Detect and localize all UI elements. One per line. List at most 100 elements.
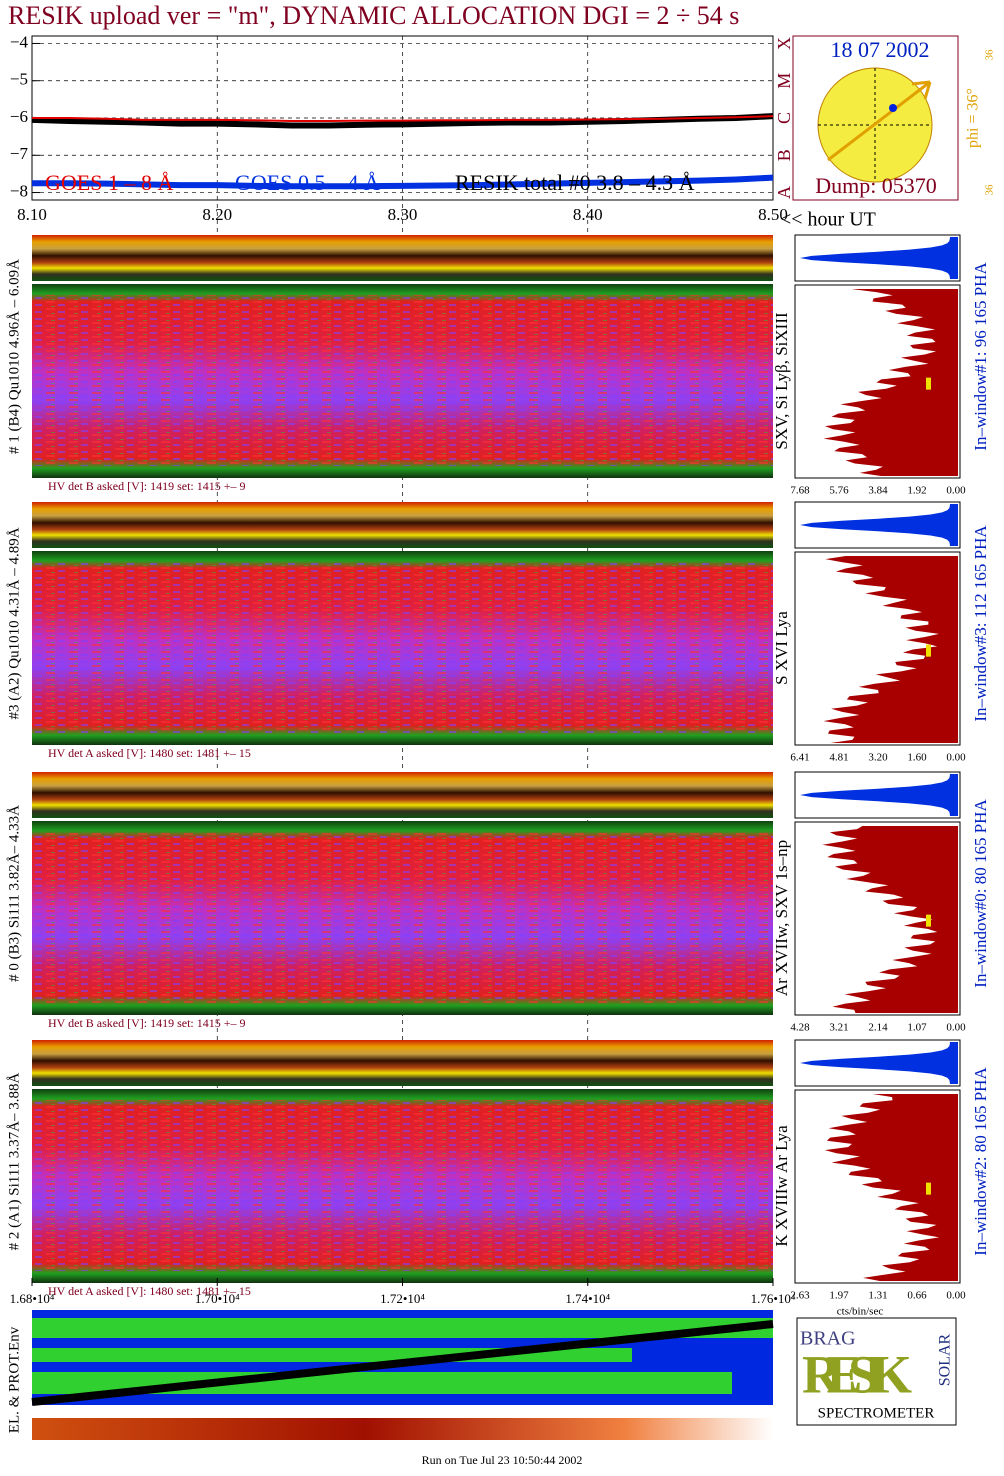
hist-tick-label: 3.20 [868,752,888,764]
window-label: In–window#1: 96 165 PHA [971,262,990,451]
hist-axis-label: cts/bin/sec [837,1306,884,1318]
pha-shape [800,504,958,546]
window-label: In–window#0: 80 165 PHA [971,799,990,988]
x-tick-label: 1.68•10⁴ [10,1291,55,1306]
legend-entry: RESIK total #0 3.8 – 4.3 Å [455,170,695,195]
hist-tick-label: 1.60 [907,752,927,764]
series-line [31,113,774,129]
hist-tick-label: 6.41 [790,752,809,764]
sun-phi-top: 36 [984,49,996,61]
class-label: A [774,186,794,199]
y-tick-label: −7 [10,144,29,163]
hist-tick-label: 7.68 [790,485,810,497]
y-tick-label: −6 [10,107,28,126]
hist-tick-label: 0.66 [907,1290,927,1302]
spectrogram-strip [32,1040,773,1086]
class-label: C [774,112,794,124]
hist-tick-label: 3.21 [829,1022,848,1034]
panel-label: # 1 (B4) Qu1010 4.96Å – 6.09Å [6,259,22,454]
panel-label: # 2 (A1) Si111 3.37Å– 3.88Å [6,1073,22,1251]
hist-tick-label: 0.00 [946,1022,966,1034]
sun-flare [889,104,897,112]
x-tick-label: 8.10 [17,205,47,224]
y-axis-label: EL. & PROT.Env [6,1326,22,1433]
colorbar [32,1418,773,1440]
line-label: S XVI Lya [772,611,791,685]
hist-tick-label: 1.97 [829,1290,849,1302]
hist-tick-label: 0.00 [946,752,966,764]
x-axis-label: << hour UT [780,209,876,231]
spectrogram-texture [32,832,773,1003]
hv-label: HV det B asked [V]: 1419 set: 1415 +– 9 [48,1016,246,1030]
hist-tick-label: 3.84 [868,485,888,497]
class-label: X [774,37,794,50]
hist-tick-label: 1.92 [907,485,926,497]
hist-tick-label: 0.00 [946,485,966,497]
sun-frame [792,35,959,201]
spectrogram-strip [32,502,773,548]
x-tick-label: 1.76•10⁴ [751,1291,796,1306]
x-tick-label: 8.50 [758,205,788,224]
footer: Run on Tue Jul 23 10:50:44 2002 [422,1453,583,1467]
x-tick-label: 1.72•10⁴ [380,1291,425,1306]
class-label: M [774,73,794,89]
hist-tick-label: 1.07 [907,1022,927,1034]
histogram [824,1094,958,1281]
hist-tick-label: 5.76 [829,485,849,497]
hist-tick-label: 2.14 [868,1022,888,1034]
env-band [32,1318,773,1338]
spectrogram-texture [32,295,773,466]
legend-entry: GOES 0.5 – 4 Å [235,170,380,195]
y-tick-label: −8 [10,181,28,200]
sun-phi-bottom: 36 [984,184,996,196]
legend-entry: GOES 1 – 8 Å [45,170,173,195]
pha-shape [800,774,958,816]
spectrogram-strip [32,235,773,281]
spectrogram-texture [32,562,773,733]
hv-label: HV det A asked [V]: 1480 set: 1481 +– 15 [48,746,251,760]
hist-tick-label: 4.81 [829,752,848,764]
sun-arrow [827,80,931,162]
hist-marker [926,377,931,390]
sun-date: 18 07 2002 [831,37,930,62]
panel-label: # 0 (B3) Si111 3.82Å– 4.33Å [6,805,22,982]
pha-shape [800,1042,958,1084]
env-band [32,1372,732,1394]
env-orbit [31,1320,774,1406]
logo-main: RESIK [802,1344,912,1404]
line-label: SXV, Si Lyβ, SiXIII [772,312,791,450]
line-label: Ar XVIIw, SXV 1s–np [772,840,791,996]
line-label: K XVIIIw Ar Lya [772,1125,791,1247]
hist-tick-label: 1.31 [868,1290,887,1302]
hist-tick-label: 4.28 [790,1022,810,1034]
pha-shape [800,237,958,279]
y-tick-label: −5 [10,70,28,89]
histogram [823,289,958,476]
hist-tick-label: 0.00 [946,1290,966,1302]
hv-label: HV det A asked [V]: 1480 set: 1481 +– 15 [48,1284,251,1298]
panel-label: #3 (A2) Qu1010 4.31Å – 4.89Å [6,527,22,719]
spectrogram-texture [32,1100,773,1271]
hist-marker [926,1182,931,1195]
logo-bottom: SPECTROMETER [818,1405,935,1421]
hist-marker [926,644,931,657]
sun-arrow-head [911,80,932,100]
histogram [823,556,958,743]
logo-side: SOLAR [937,1333,954,1386]
spectrogram-strip [32,772,773,818]
title: RESIK upload ver = "m", DYNAMIC ALLOCATI… [8,1,739,30]
window-label: In–window#2: 80 165 PHA [971,1067,990,1256]
window-label: In–window#3: 112 165 PHA [971,525,990,722]
sun-phi: phi = 36° [965,88,982,148]
hv-label: HV det B asked [V]: 1419 set: 1415 +– 9 [48,479,246,493]
y-tick-label: −4 [10,32,29,51]
hist-marker [926,914,931,927]
histogram [822,826,958,1013]
x-tick-label: 1.74•10⁴ [565,1291,610,1306]
class-label: B [774,149,794,161]
logo-top: BRAG [800,1328,856,1350]
hist-tick-label: 2.63 [790,1290,810,1302]
series-line [32,174,774,190]
sun-dump: Dump: 05370 [815,173,937,198]
